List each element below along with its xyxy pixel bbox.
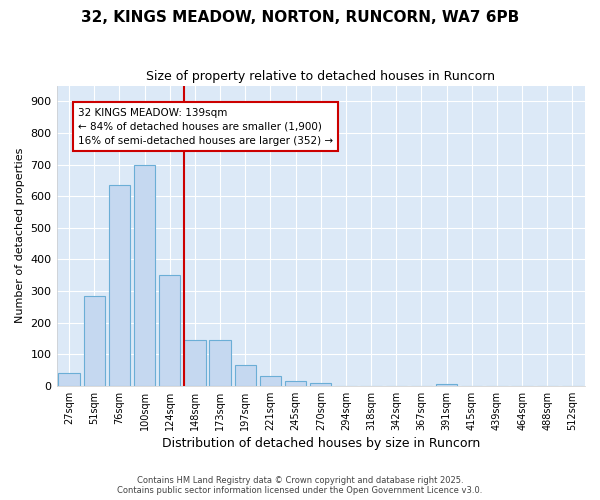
Bar	[109, 185, 130, 386]
Text: Contains HM Land Registry data © Crown copyright and database right 2025.
Contai: Contains HM Land Registry data © Crown c…	[118, 476, 482, 495]
Bar	[235, 366, 256, 386]
Bar	[83, 296, 105, 386]
Bar	[310, 382, 331, 386]
Title: Size of property relative to detached houses in Runcorn: Size of property relative to detached ho…	[146, 70, 495, 83]
Bar	[209, 340, 231, 386]
Bar	[436, 384, 457, 386]
X-axis label: Distribution of detached houses by size in Runcorn: Distribution of detached houses by size …	[161, 437, 480, 450]
Bar	[159, 275, 181, 386]
Bar	[134, 164, 155, 386]
Bar	[260, 376, 281, 386]
Bar	[58, 373, 80, 386]
Text: 32 KINGS MEADOW: 139sqm
← 84% of detached houses are smaller (1,900)
16% of semi: 32 KINGS MEADOW: 139sqm ← 84% of detache…	[78, 108, 333, 146]
Bar	[285, 381, 307, 386]
Y-axis label: Number of detached properties: Number of detached properties	[15, 148, 25, 324]
Text: 32, KINGS MEADOW, NORTON, RUNCORN, WA7 6PB: 32, KINGS MEADOW, NORTON, RUNCORN, WA7 6…	[81, 10, 519, 25]
Bar	[184, 340, 206, 386]
